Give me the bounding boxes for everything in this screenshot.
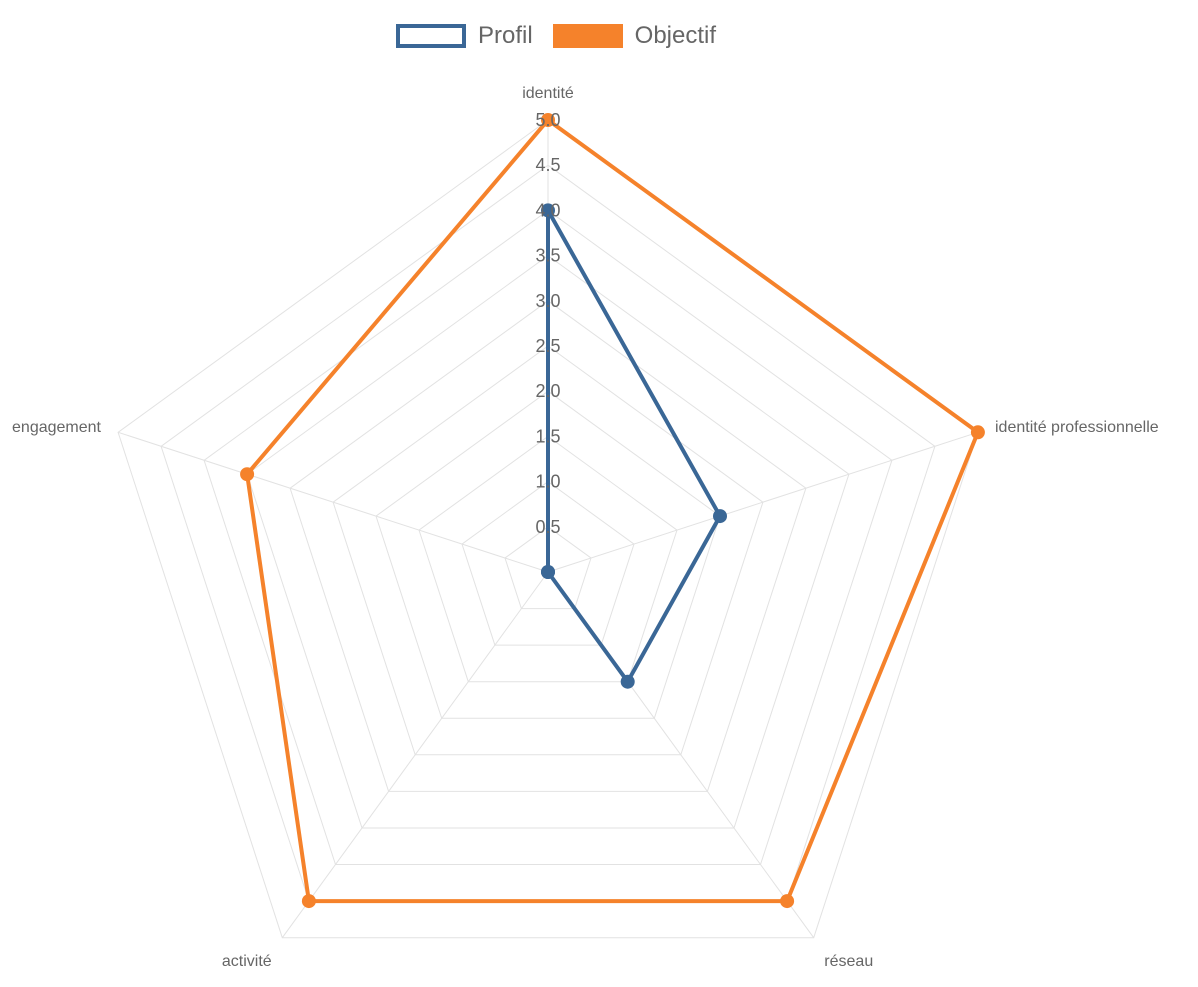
tick-label-5-0: 5.0 [535, 110, 560, 130]
tick-label-1-5: 1.5 [535, 426, 560, 446]
data-point-profil[interactable] [713, 509, 727, 524]
legend: Profil Objectif [0, 22, 1112, 50]
tick-label-3-5: 3.5 [535, 246, 560, 266]
grid-ring [504, 526, 592, 610]
grid-ring [203, 209, 893, 865]
tick-label-4-5: 4.5 [535, 155, 560, 175]
series-layer [240, 113, 985, 909]
data-point-objectif[interactable] [240, 467, 255, 482]
data-point-objectif[interactable] [541, 113, 555, 127]
tick-label-2-5: 2.5 [535, 336, 560, 356]
tick-label-0-5: 0.5 [535, 517, 560, 537]
series-objectif [240, 113, 985, 909]
grid-ring [461, 480, 635, 646]
legend-item-objectif[interactable]: Objectif [552, 22, 717, 50]
grid-ring [332, 345, 764, 756]
data-point-objectif[interactable] [780, 894, 795, 909]
tick-label-1-0: 1.0 [535, 472, 560, 492]
legend-swatch-profil [395, 24, 466, 48]
data-point-objectif[interactable] [301, 894, 316, 909]
data-point-profil[interactable] [541, 203, 555, 218]
grid-spoke [547, 431, 979, 573]
axis-label-identite-professionnelle: identité professionnelle [995, 419, 1159, 436]
tick-label-3-0: 3.0 [535, 291, 560, 311]
data-point-objectif[interactable] [970, 425, 985, 440]
series-line-profil [546, 208, 722, 684]
tick-label-4-0: 4.0 [535, 200, 560, 220]
grid-ring [289, 300, 807, 792]
axis-label-engagement: engagement [12, 419, 102, 436]
axis-label-reseau: réseau [824, 953, 873, 970]
series-line-objectif [245, 118, 980, 904]
tick-label-2-0: 2.0 [535, 381, 560, 401]
series-profil [541, 203, 727, 689]
axis-labels: identité identité professionnelle réseau… [12, 85, 1159, 970]
grid-ring [246, 254, 850, 829]
grid-spoke [281, 571, 549, 938]
legend-label-profil: Profil [477, 22, 533, 49]
data-point-profil[interactable] [620, 674, 635, 689]
axis-label-identite: identité [522, 85, 574, 102]
data-point-profil[interactable] [541, 565, 555, 579]
grid-ring [375, 390, 721, 719]
grid-ring [418, 435, 678, 683]
axis-label-activite: activité [222, 953, 272, 970]
legend-swatch-objectif [552, 24, 623, 48]
tick-labels: 0.5 1.0 1.5 2.0 2.5 3.0 3.5 4.0 4.5 5.0 [535, 110, 560, 537]
legend-item-profil[interactable]: Profil [395, 22, 533, 50]
legend-label-objectif: Objectif [634, 22, 717, 49]
grid-spoke [117, 431, 549, 573]
